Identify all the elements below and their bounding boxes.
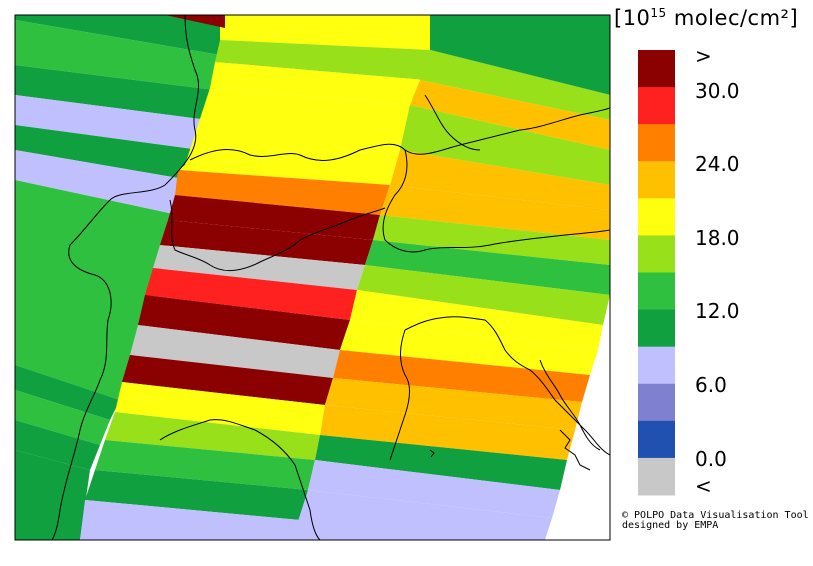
pixel-band [315, 435, 567, 490]
credit-line-1: © POLPO Data Visualisation Tool [622, 510, 809, 521]
pixel-band [185, 88, 415, 165]
pixel-band [122, 355, 333, 405]
pixel-band [80, 500, 300, 540]
colorbar-tick-label: 30.0 [695, 79, 740, 103]
pixel-band [210, 62, 425, 105]
pixel-band [15, 420, 100, 470]
colorbar-unit-label: [1015 molec/cm²] [614, 6, 799, 30]
pixel-band [292, 490, 552, 540]
pixel-band [15, 15, 220, 55]
pixel-band [138, 295, 350, 350]
pixel-band [153, 245, 365, 290]
pixel-band [308, 460, 560, 518]
pixel-band [333, 350, 590, 402]
colorbar-under-label: < [695, 474, 712, 498]
pixel-band [350, 290, 603, 350]
pixel-band [160, 220, 373, 265]
pixel-band [15, 390, 110, 445]
pixel-band [365, 240, 610, 295]
pixel-band [420, 50, 610, 120]
pixel-band [105, 412, 320, 460]
colorbar-bin-0-3 [638, 420, 675, 459]
pixel-band [115, 382, 325, 435]
colorbar-bin-15-18 [638, 235, 675, 273]
colorbar-bin-under [638, 457, 675, 496]
pixel-band [215, 40, 430, 80]
swath-east [292, 15, 610, 540]
colorbar-tick-label: 0.0 [695, 447, 727, 471]
pixel-band [340, 320, 598, 375]
pixel-band [85, 470, 308, 520]
pixel-band [357, 265, 610, 325]
pixel-band [400, 105, 610, 185]
colorbar-bin-3-6 [638, 383, 675, 422]
colorbar-tick-label: 18.0 [695, 226, 740, 250]
colorbar-bin-21-24 [638, 161, 675, 199]
pixel-band [390, 150, 610, 210]
credit-line-2: designed by EMPA [622, 520, 719, 531]
pixel-band [410, 80, 610, 150]
pixel-band [145, 268, 357, 320]
pixel-band [95, 440, 315, 490]
pixel-band [380, 185, 610, 240]
pixel-band [15, 180, 178, 400]
colorbar [638, 50, 675, 496]
pixel-band [15, 150, 190, 215]
colorbar-tick-label: 24.0 [695, 152, 740, 176]
colorbar-bin-9-12 [638, 309, 675, 348]
colorbar-bin-24-27 [638, 124, 675, 162]
pixel-band [175, 170, 390, 215]
pixel-band [15, 65, 215, 120]
credit-text: © POLPO Data Visualisation Tool designed… [622, 511, 809, 531]
colorbar-bin-over [638, 50, 675, 88]
pixel-band [178, 150, 400, 185]
pixel-band [320, 405, 575, 460]
colorbar-tick-label: 12.0 [695, 299, 740, 323]
pixel-band [165, 15, 225, 28]
pixel-band [15, 450, 90, 540]
pixel-band [373, 215, 610, 265]
pixel-band [130, 325, 340, 378]
pixel-band [15, 95, 208, 150]
colorbar-bin-12-15 [638, 272, 675, 311]
colorbar-bin-27-30 [638, 87, 675, 125]
colorbar-bin-18-21 [638, 198, 675, 236]
pixel-band [15, 20, 220, 90]
colorbar-over-label: > [695, 44, 712, 68]
pixel-band [325, 378, 582, 430]
pixel-band [430, 15, 610, 95]
map-frame [14, 14, 611, 541]
pixel-band [220, 15, 430, 50]
swath-central [80, 15, 430, 540]
pixel-band [15, 365, 120, 420]
colorbar-tick-label: 6.0 [695, 373, 727, 397]
swath-west [15, 15, 220, 540]
pixel-band [15, 125, 200, 180]
colorbar-bin-6-9 [638, 346, 675, 385]
country-borders [51, 15, 610, 540]
